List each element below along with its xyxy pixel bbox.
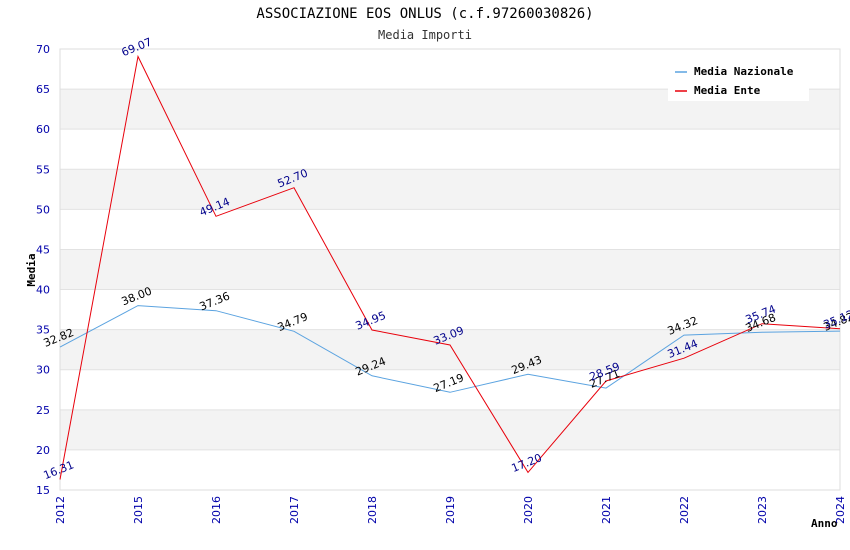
y-axis-label: Media xyxy=(25,253,38,286)
series-layer xyxy=(59,54,841,480)
x-tick-label: 2020 xyxy=(522,496,535,524)
data-label: 37.36 xyxy=(198,290,232,314)
data-label: 34.95 xyxy=(354,309,388,333)
x-tick-label: 2019 xyxy=(444,496,457,524)
data-label: 17.20 xyxy=(510,451,544,475)
y-tick-label: 60 xyxy=(36,123,50,136)
y-tick-label: 50 xyxy=(36,203,50,216)
y-tick-label: 70 xyxy=(36,43,50,56)
y-tick-label: 45 xyxy=(36,243,50,256)
legend-background xyxy=(668,59,809,101)
y-tick-label: 65 xyxy=(36,83,50,96)
y-tick-label: 25 xyxy=(36,404,50,417)
chart-subtitle: Media Importi xyxy=(378,28,472,42)
grid-band xyxy=(60,409,840,450)
grid-band xyxy=(60,329,840,370)
x-tick-label: 2015 xyxy=(132,496,145,524)
x-axis-ticks: 2012 2015 2016 2017 2018 2019 2020 2021 2022 2023… xyxy=(54,496,847,524)
x-tick-label: 2017 xyxy=(288,496,301,524)
y-tick-label: 30 xyxy=(36,364,50,377)
series-line-media-ente xyxy=(59,54,841,480)
y-axis-ticks: 15 20 25 30 35 40 45 50 55 60 65 70 xyxy=(36,43,50,497)
legend-label-ente: Media Ente xyxy=(694,84,761,97)
y-tick-label: 40 xyxy=(36,284,50,297)
y-tick-label: 55 xyxy=(36,163,50,176)
x-tick-label: 2023 xyxy=(756,496,769,524)
x-tick-label: 2018 xyxy=(366,496,379,524)
y-tick-label: 35 xyxy=(36,324,50,337)
data-label: 69.07 xyxy=(120,35,154,59)
x-tick-label: 2012 xyxy=(54,496,67,524)
x-tick-label: 2022 xyxy=(678,496,691,524)
x-tick-label: 2021 xyxy=(600,496,613,524)
legend: Media Nazionale Media Ente xyxy=(668,59,809,101)
x-axis-label: Anno xyxy=(811,517,838,530)
data-label: 16.31 xyxy=(42,458,76,482)
series-line-media-nazionale xyxy=(59,305,841,393)
chart-title: ASSOCIAZIONE EOS ONLUS (c.f.97260030826) xyxy=(256,6,593,22)
x-tick-label: 2024 xyxy=(834,496,847,524)
y-tick-label: 20 xyxy=(36,444,50,457)
data-label: 27.19 xyxy=(432,371,466,395)
plot-area xyxy=(59,48,841,491)
grid-band xyxy=(60,169,840,210)
grid-band xyxy=(60,249,840,290)
x-tick-label: 2016 xyxy=(210,496,223,524)
legend-label-nazionale: Media Nazionale xyxy=(694,65,794,78)
grid-bands xyxy=(60,89,840,450)
y-tick-label: 15 xyxy=(36,484,50,497)
